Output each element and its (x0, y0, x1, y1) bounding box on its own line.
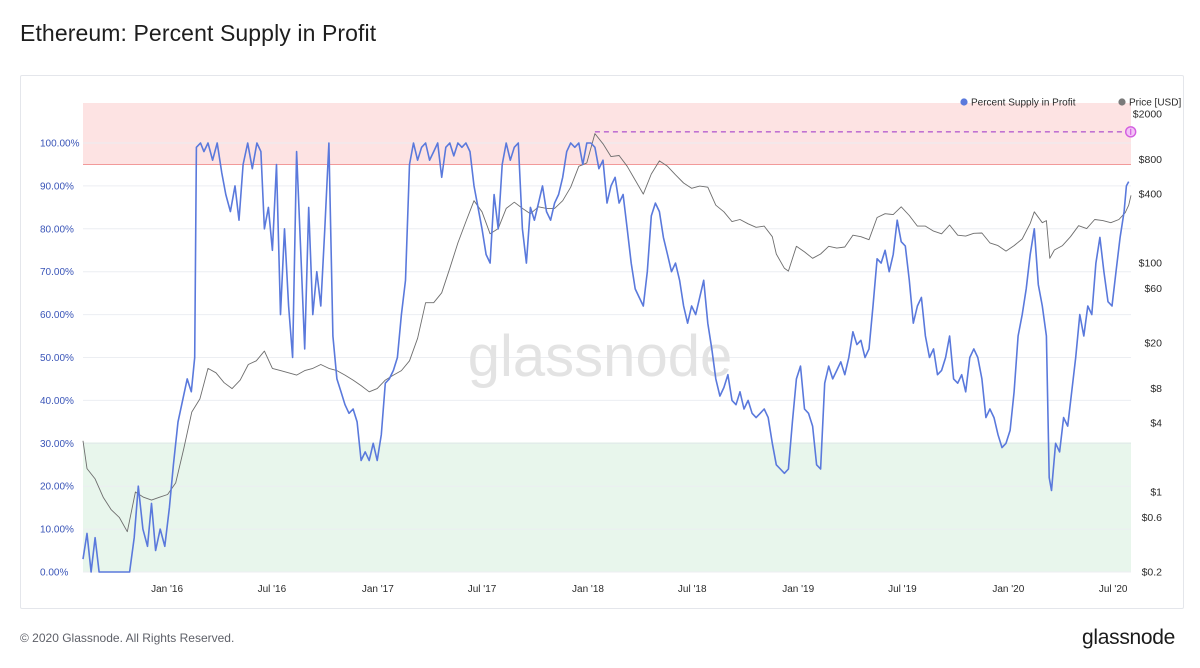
legend-dot-icon (960, 98, 968, 106)
low-profit-band (83, 443, 1131, 572)
x-tick-label: Jul '19 (888, 584, 917, 595)
x-tick-label: Jan '16 (151, 584, 183, 595)
x-tick-label: Jan '17 (362, 584, 394, 595)
x-tick-label: Jul '20 (1099, 584, 1128, 595)
legend-item-label: Price [USD] (1129, 98, 1181, 109)
y-right-axis: $0.2 $0.6 $1 $4 $8 $20 $60 $100 $400 $800 $2000 (1133, 109, 1162, 579)
y-right-tick-label: $400 (1139, 189, 1163, 201)
x-tick-label: Jan '19 (782, 584, 814, 595)
brand-logo[interactable]: glassnode (1082, 626, 1176, 649)
y-left-tick-label: 100.00% (40, 139, 80, 150)
y-right-tick-label: $0.2 (1142, 567, 1163, 579)
x-tick-label: Jan '20 (992, 584, 1024, 595)
legend-item-label: Percent Supply in Profit (971, 98, 1076, 109)
y-left-tick-label: 70.00% (40, 267, 74, 278)
x-axis: Jan '16 Jul '16 Jan '17 Jul '17 Jan '18 Jul '… (151, 584, 1128, 595)
y-right-tick-label: $60 (1144, 283, 1162, 295)
y-right-tick-label: $2000 (1133, 109, 1162, 121)
y-left-tick-label: 10.00% (40, 525, 74, 536)
y-right-tick-label: $8 (1150, 383, 1162, 395)
page-title: Ethereum: Percent Supply in Profit (20, 20, 377, 46)
high-profit-band (83, 103, 1131, 165)
price-series-layer (82, 133, 1132, 533)
chart-legend[interactable]: Percent Supply in Profit Price [USD] (960, 98, 1181, 109)
y-left-tick-label: 40.00% (40, 396, 74, 407)
y-right-tick-label: $20 (1144, 338, 1162, 350)
y-right-tick-label: $0.6 (1142, 512, 1163, 524)
y-left-tick-label: 60.00% (40, 310, 74, 321)
copyright-text: © 2020 Glassnode. All Rights Reserved. (20, 631, 235, 645)
y-right-tick-label: $4 (1150, 418, 1162, 430)
marker-layer (1124, 126, 1137, 138)
y-left-axis: 0.00% 10.00% 20.00% 30.00% 40.00% 50.00% 60.00… (40, 139, 80, 579)
y-right-tick-label: $800 (1139, 154, 1163, 166)
y-right-tick-label: $100 (1139, 258, 1163, 270)
gridlines-layer (83, 142, 1131, 573)
legend-dot-icon (1118, 98, 1126, 106)
y-left-tick-label: 20.00% (40, 482, 74, 493)
y-left-tick-label: 30.00% (40, 439, 74, 450)
price-line (82, 133, 1132, 533)
x-tick-label: Jul '18 (678, 584, 707, 595)
y-left-tick-label: 50.00% (40, 353, 74, 364)
profit-series-layer (82, 142, 1130, 573)
x-tick-label: Jan '18 (572, 584, 604, 595)
x-tick-label: Jul '17 (468, 584, 497, 595)
y-left-tick-label: 80.00% (40, 224, 74, 235)
x-tick-label: Jul '16 (258, 584, 287, 595)
y-right-tick-label: $1 (1150, 486, 1162, 498)
bands-layer (83, 103, 1131, 572)
y-left-tick-label: 90.00% (40, 181, 74, 192)
chart-watermark: glassnode (468, 324, 732, 389)
y-left-tick-label: 0.00% (40, 568, 68, 579)
percent-supply-in-profit-line (82, 142, 1130, 573)
